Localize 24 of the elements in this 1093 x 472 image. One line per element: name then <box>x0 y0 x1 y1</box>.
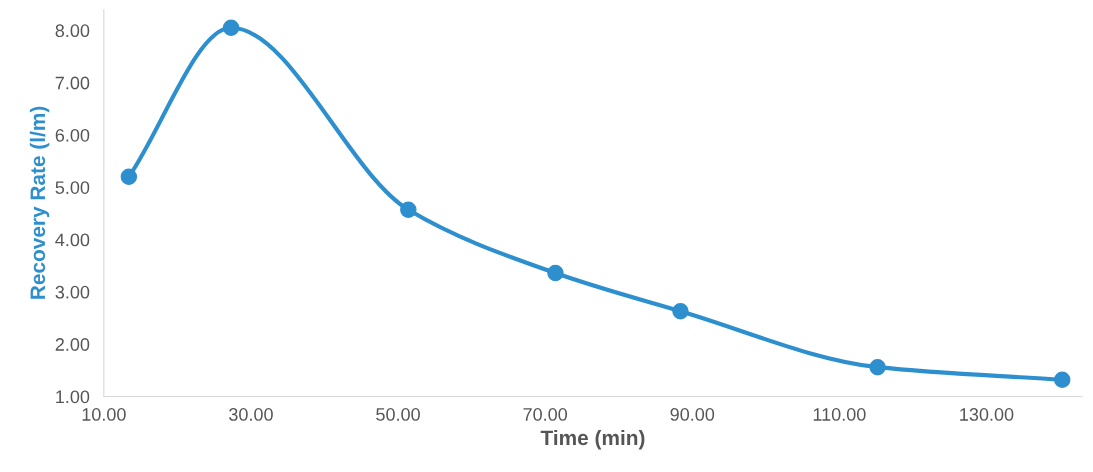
x-tick-label: 70.00 <box>523 408 568 421</box>
y-tick-label: 6.00 <box>55 128 90 142</box>
point <box>1053 371 1071 388</box>
point <box>869 358 886 376</box>
x-tick-label: 110.00 <box>813 408 866 421</box>
x-tick-label: 50.00 <box>376 408 420 421</box>
x-tick-label: 10.00 <box>82 408 126 421</box>
point <box>672 303 689 320</box>
y-tick-label: 3.00 <box>55 285 90 299</box>
y-tick-label: 5.00 <box>55 181 90 194</box>
y-axis-title: Recovery Rate (l/m) <box>29 106 50 299</box>
point <box>547 264 564 282</box>
x-tick-label: 30.00 <box>229 408 273 421</box>
y-tick-label: 8.00 <box>55 24 90 38</box>
point <box>222 19 240 36</box>
y-tick-label: 1.00 <box>56 390 90 404</box>
x-tick-label: 90.00 <box>670 408 715 421</box>
x-tick-label: 130.00 <box>960 408 1014 421</box>
x-axis-title: Time (min) <box>540 429 645 450</box>
point <box>400 201 417 218</box>
point <box>120 168 138 186</box>
y-tick-label: 7.00 <box>55 76 90 90</box>
y-tick-label: 4.00 <box>55 233 90 247</box>
y-tick-label: 2.00 <box>55 338 90 351</box>
